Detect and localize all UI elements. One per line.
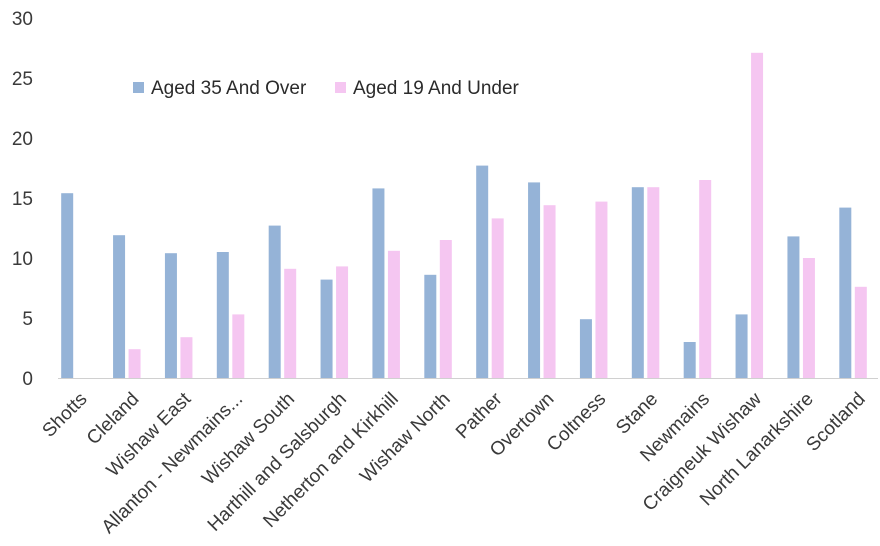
bar-aged-35-and-over — [268, 225, 281, 378]
bar-aged-35-and-over — [164, 253, 177, 378]
bar-aged-19-and-under — [802, 258, 815, 378]
bar-aged-19-and-under — [232, 314, 245, 378]
legend-label: Aged 35 And Over — [151, 78, 307, 99]
legend: Aged 35 And Over Aged 19 And Under — [133, 78, 520, 99]
legend-label: Aged 19 And Under — [353, 78, 520, 99]
bar-aged-19-and-under — [647, 187, 660, 378]
bar-aged-35-and-over — [579, 319, 592, 378]
bar-aged-19-and-under — [595, 201, 608, 378]
bar-aged-35-and-over — [787, 236, 800, 378]
bar-aged-35-and-over — [61, 193, 74, 378]
bar-aged-19-and-under — [699, 180, 712, 378]
bar-aged-35-and-over — [216, 252, 229, 378]
bar-aged-19-and-under — [491, 218, 504, 378]
bar-aged-19-and-under — [128, 349, 141, 378]
bar-aged-35-and-over — [476, 165, 489, 378]
y-tick-label: 30 — [12, 9, 33, 30]
bar-aged-35-and-over — [528, 182, 541, 378]
bar-aged-35-and-over — [839, 207, 852, 378]
bar-aged-35-and-over — [683, 342, 696, 378]
bar-aged-19-and-under — [387, 250, 400, 378]
y-tick-label: 15 — [12, 189, 33, 210]
y-tick-label: 20 — [12, 129, 33, 150]
bar-aged-35-and-over — [113, 235, 126, 378]
y-tick-label: 25 — [12, 69, 33, 90]
y-tick-label: 5 — [22, 309, 33, 330]
bar-aged-19-and-under — [439, 240, 452, 378]
bar-aged-35-and-over — [735, 314, 748, 378]
bar-aged-35-and-over — [631, 187, 644, 378]
bar-aged-19-and-under — [751, 52, 764, 379]
bar-aged-19-and-under — [180, 337, 193, 378]
bar-aged-35-and-over — [320, 279, 333, 378]
x-tick-label: Wishaw South — [198, 389, 299, 490]
y-tick-label: 10 — [12, 249, 33, 270]
bar-aged-35-and-over — [424, 274, 437, 378]
y-axis-labels: 0 5 10 15 20 25 30 — [12, 9, 33, 390]
legend-swatch — [133, 82, 144, 93]
bar-aged-19-and-under — [854, 286, 867, 378]
legend-swatch — [335, 82, 346, 93]
bar-aged-35-and-over — [372, 188, 385, 378]
x-tick-label: Stane — [612, 389, 662, 439]
bars — [61, 52, 867, 379]
x-tick-label: Wishaw North — [356, 389, 454, 487]
bar-aged-19-and-under — [336, 266, 349, 378]
bar-aged-19-and-under — [543, 205, 556, 378]
bar-aged-19-and-under — [284, 268, 297, 378]
y-tick-label: 0 — [22, 369, 33, 390]
